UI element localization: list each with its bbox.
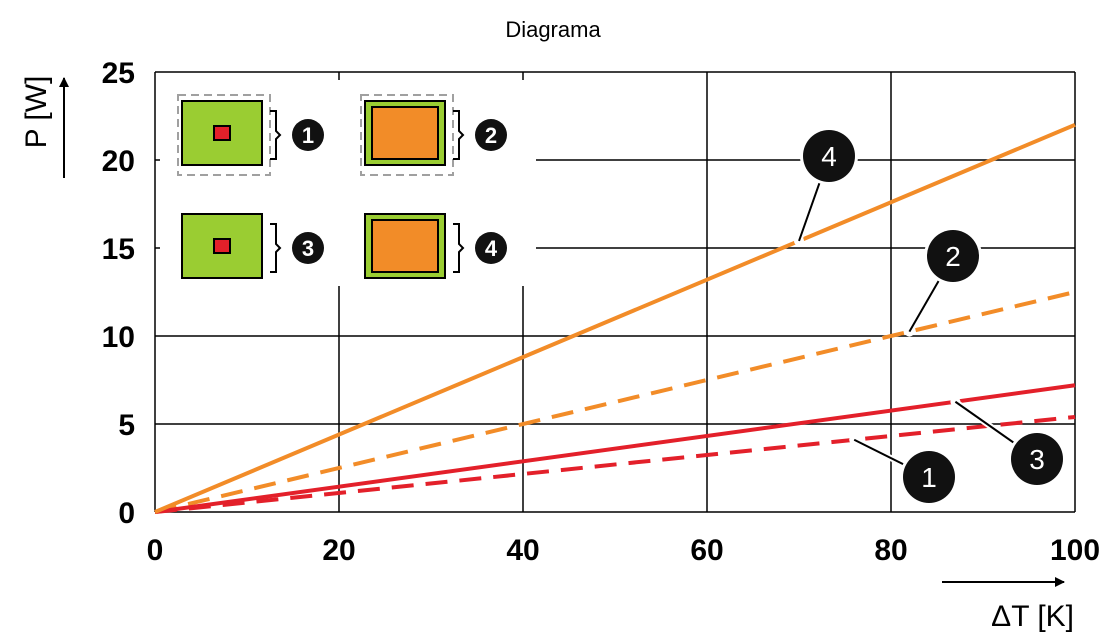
legend-badge-label: 1 bbox=[302, 123, 314, 148]
y-tick-label: 0 bbox=[118, 497, 135, 530]
callout-badge bbox=[927, 230, 979, 282]
callout-label: 1 bbox=[921, 462, 937, 493]
callout-2: 2 bbox=[904, 227, 982, 337]
component-chip bbox=[213, 125, 231, 141]
series-line-2 bbox=[154, 290, 1076, 514]
legend-badge bbox=[292, 232, 324, 264]
ticks: 0 20 40 60 80 100 0 5 10 15 20 25 bbox=[102, 57, 1100, 567]
bracket bbox=[453, 223, 465, 273]
legend-badge-label: 3 bbox=[302, 236, 314, 261]
callout-badge bbox=[1011, 433, 1063, 485]
bracket bbox=[453, 110, 465, 160]
legend-badge-label: 2 bbox=[485, 123, 497, 148]
legend-entry-2: 2 bbox=[360, 94, 507, 176]
x-tick-label: 60 bbox=[690, 534, 723, 567]
callout-4: 4 bbox=[794, 127, 858, 246]
legend-badge bbox=[475, 119, 507, 151]
annotations: 4 2 3 1 bbox=[794, 127, 1066, 506]
series-line-4 bbox=[154, 122, 1076, 514]
callout-label: 2 bbox=[945, 241, 961, 272]
legend-badge bbox=[475, 232, 507, 264]
housing-outline bbox=[360, 94, 454, 176]
chart-title: Diagrama bbox=[505, 17, 601, 42]
callout-1: 1 bbox=[849, 434, 958, 506]
housing-outline bbox=[177, 94, 271, 176]
legend-badge-label: 4 bbox=[485, 236, 498, 261]
callout-badge bbox=[803, 130, 855, 182]
component-chip bbox=[371, 106, 439, 160]
y-tick-label: 15 bbox=[102, 233, 135, 266]
callout-3: 3 bbox=[950, 396, 1066, 488]
y-axis-label: P [W] bbox=[20, 76, 53, 149]
legend: 1 2 3 4 bbox=[160, 80, 536, 286]
bracket bbox=[270, 110, 282, 160]
y-tick-label: 20 bbox=[102, 145, 135, 178]
component-chip bbox=[371, 219, 439, 273]
series-layer bbox=[154, 122, 1076, 514]
legend-entry-4: 4 bbox=[364, 213, 507, 279]
x-tick-label: 40 bbox=[506, 534, 539, 567]
x-tick-label: 80 bbox=[874, 534, 907, 567]
series-line-3 bbox=[154, 383, 1076, 514]
y-tick-label: 25 bbox=[102, 57, 135, 90]
series-line-1 bbox=[154, 414, 1076, 514]
legend-entry-1: 1 bbox=[177, 94, 324, 176]
y-tick-label: 10 bbox=[102, 321, 135, 354]
x-tick-label: 100 bbox=[1050, 534, 1100, 567]
component-chip bbox=[213, 238, 231, 254]
x-axis-label: ΔT [K] bbox=[991, 600, 1074, 633]
legend-entry-3: 3 bbox=[181, 213, 324, 279]
x-tick-label: 0 bbox=[147, 534, 164, 567]
x-tick-label: 20 bbox=[322, 534, 355, 567]
y-tick-label: 5 bbox=[118, 409, 135, 442]
callout-badge bbox=[903, 451, 955, 503]
legend-badge bbox=[292, 119, 324, 151]
callout-label: 3 bbox=[1029, 444, 1045, 475]
bracket bbox=[270, 223, 282, 273]
callout-label: 4 bbox=[821, 141, 837, 172]
